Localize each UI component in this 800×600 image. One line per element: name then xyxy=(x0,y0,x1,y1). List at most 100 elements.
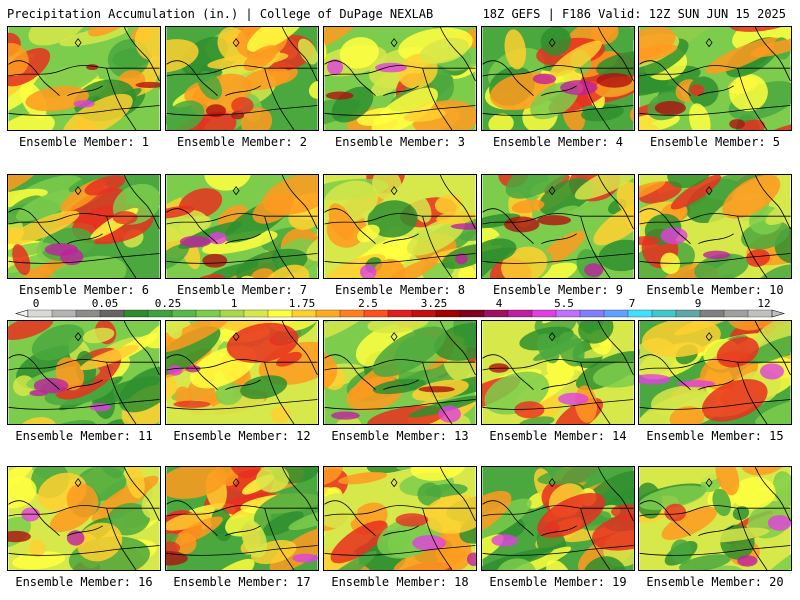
ensemble-panel-3 xyxy=(323,26,477,131)
boundary-line xyxy=(8,354,60,390)
boundary-line xyxy=(439,175,476,230)
precip-contour xyxy=(550,40,602,77)
precip-contour xyxy=(243,45,278,71)
precip-contour xyxy=(732,506,750,521)
precip-contour xyxy=(496,558,537,570)
precip-contour xyxy=(557,331,585,367)
boundary-line xyxy=(225,85,261,97)
boundary-line xyxy=(639,359,791,371)
precip-contour xyxy=(755,396,791,424)
precip-contour xyxy=(266,321,318,332)
ensemble-member-label: Ensemble Member: 11 xyxy=(15,429,153,443)
heavy-precip-contour xyxy=(491,534,518,547)
heavy-precip-contour xyxy=(703,250,730,260)
precip-contour xyxy=(574,175,634,200)
precip-map xyxy=(638,466,792,571)
boundary-line xyxy=(324,354,376,390)
precip-contour xyxy=(372,258,405,278)
ensemble-panel-19 xyxy=(481,466,635,571)
boundary-line xyxy=(754,321,791,376)
precip-contour xyxy=(699,527,770,543)
precip-contour xyxy=(204,175,251,191)
heavy-precip-contour xyxy=(654,101,686,115)
heavy-precip-contour xyxy=(292,553,318,563)
precip-contour xyxy=(694,253,749,278)
precip-contour xyxy=(166,321,231,353)
precip-contour xyxy=(357,224,380,243)
precip-contour xyxy=(372,175,402,201)
colorbar-tick-label: 3.25 xyxy=(421,297,448,310)
boundary-line xyxy=(639,399,791,410)
colorbar-max-arrow xyxy=(771,309,786,318)
boundary-line xyxy=(8,505,160,517)
boundary-line xyxy=(737,508,768,570)
ensemble-panel-20 xyxy=(638,466,792,571)
boundary-line xyxy=(639,60,691,96)
precip-contour xyxy=(166,511,211,531)
boundary-line xyxy=(324,505,476,517)
boundary-line xyxy=(383,233,419,245)
precip-contour xyxy=(324,493,358,528)
ensemble-panel-16 xyxy=(7,466,161,571)
boundary-line xyxy=(166,354,218,390)
run-info: 18Z GEFS | F186 Valid: 12Z SUN JUN 15 20… xyxy=(482,7,786,21)
colorbar-swatch xyxy=(243,309,269,318)
colorbar-swatch xyxy=(459,309,485,318)
ensemble-panel-7 xyxy=(165,174,319,279)
precip-contour xyxy=(84,175,126,196)
boundary-line xyxy=(324,399,476,410)
precip-contour xyxy=(712,488,732,517)
boundary-line xyxy=(482,399,634,410)
boundary-line xyxy=(324,213,476,225)
heavy-precip-contour xyxy=(514,401,545,419)
ensemble-member-label: Ensemble Member: 5 xyxy=(649,135,781,149)
heavy-precip-contour xyxy=(33,377,69,394)
boundary-line xyxy=(106,508,137,570)
precip-contour xyxy=(501,246,548,278)
heavy-precip-contour xyxy=(231,97,254,114)
precip-contour xyxy=(592,360,634,388)
ensemble-panel-12 xyxy=(165,320,319,425)
boundary-line xyxy=(482,359,634,371)
precip-contour xyxy=(546,559,573,570)
colorbar-swatch xyxy=(195,309,221,318)
station-marker-icon xyxy=(390,332,398,342)
precip-contour xyxy=(17,417,57,424)
station-marker-icon xyxy=(390,478,398,488)
boundary-line xyxy=(8,213,160,225)
colorbar-swatch xyxy=(387,309,413,318)
boundary-line xyxy=(422,68,453,130)
precip-contour xyxy=(504,29,527,70)
precip-contour xyxy=(639,485,706,510)
boundary-line xyxy=(166,105,318,116)
boundary-line xyxy=(8,359,160,371)
precip-map xyxy=(323,320,477,425)
boundary-line xyxy=(580,362,611,424)
station-marker-icon xyxy=(705,332,713,342)
precip-contour xyxy=(50,420,96,424)
ensemble-panel-18 xyxy=(323,466,477,571)
boundary-line xyxy=(123,27,160,82)
precip-contour xyxy=(134,27,160,61)
boundary-line xyxy=(597,467,634,522)
precip-contour xyxy=(80,344,139,371)
heavy-precip-contour xyxy=(545,522,560,534)
precip-contour xyxy=(166,195,193,234)
heavy-precip-contour xyxy=(639,374,671,385)
ensemble-member-label: Ensemble Member: 20 xyxy=(646,575,784,589)
precip-contour xyxy=(669,406,705,424)
boundary-line xyxy=(639,208,691,244)
boundary-line xyxy=(281,27,318,82)
colorbar-swatch xyxy=(627,309,653,318)
precip-map xyxy=(481,174,635,279)
precip-contour xyxy=(765,193,791,226)
precip-contour xyxy=(367,200,418,238)
station-marker-icon xyxy=(548,186,556,196)
ensemble-panel-15 xyxy=(638,320,792,425)
precip-contour xyxy=(8,467,34,508)
ensemble-member-label: Ensemble Member: 10 xyxy=(646,283,784,297)
precip-contour xyxy=(591,27,619,45)
precip-map xyxy=(165,174,319,279)
heavy-precip-contour xyxy=(737,555,758,567)
precip-contour xyxy=(261,264,310,278)
